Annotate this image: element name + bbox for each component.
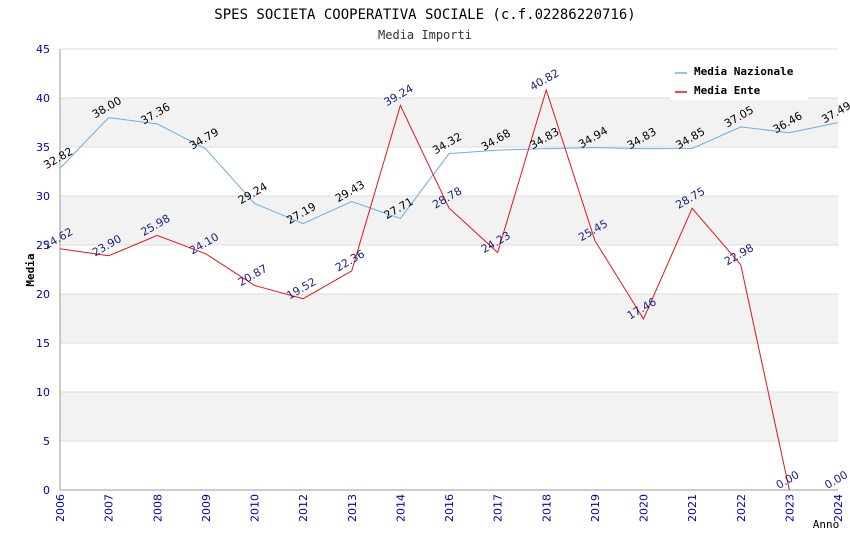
chart-title: SPES SOCIETA COOPERATIVA SOCIALE (c.f.02… — [214, 7, 635, 23]
y-axis-label: Media — [24, 253, 37, 286]
x-tick-labels: 2006 2007 2008 2009 2010 2012 2013 2014 2016 2017… — [54, 494, 845, 522]
x-tick-label: 2024 — [832, 494, 845, 522]
band-25-30 — [60, 196, 838, 245]
y-tick-label: 45 — [36, 43, 50, 56]
x-tick-label: 2020 — [638, 494, 651, 522]
series-line-media-nazionale — [59, 117, 839, 225]
x-tick-label: 2022 — [735, 494, 748, 522]
chart-subtitle: Media Importi — [378, 28, 472, 42]
y-tick-label: 30 — [36, 190, 50, 203]
y-tick-label: 0 — [43, 484, 50, 497]
data-label-media-ente: 0.00 — [774, 468, 802, 492]
gridlines — [60, 48, 838, 442]
x-tick-label: 2021 — [686, 494, 699, 522]
y-tick-label: 25 — [36, 239, 50, 252]
data-label-media-ente: 22.36 — [333, 247, 367, 274]
data-label-media-ente: 40.82 — [528, 66, 562, 93]
x-tick-label: 2016 — [443, 494, 456, 522]
x-tick-label: 2018 — [540, 494, 553, 522]
x-tick-label: 2006 — [54, 494, 67, 522]
x-tick-label: 2017 — [492, 494, 505, 522]
y-tick-label: 20 — [36, 288, 50, 301]
x-tick-label: 2019 — [589, 494, 602, 522]
axes — [59, 49, 838, 491]
x-tick-label: 2012 — [297, 494, 310, 522]
band-35-40 — [60, 98, 838, 147]
y-tick-label: 10 — [36, 386, 50, 399]
x-tick-label: 2013 — [346, 494, 359, 522]
y-tick-label: 5 — [43, 435, 50, 448]
series-line-media-ente — [59, 88, 790, 491]
legend-label-media-ente: Media Ente — [694, 84, 761, 97]
x-tick-label: 2007 — [103, 494, 116, 522]
x-tick-label: 2009 — [200, 494, 213, 522]
background-bands — [60, 98, 838, 441]
band-15-20 — [60, 294, 838, 343]
series-lines — [59, 88, 839, 491]
data-label-media-ente: 24.62 — [41, 225, 75, 252]
y-tick-label: 40 — [36, 92, 50, 105]
x-tick-label: 2008 — [151, 494, 164, 522]
y-tick-labels: 0 5 10 15 20 25 30 35 40 45 — [36, 43, 50, 497]
legend-box — [670, 60, 808, 100]
band-5-10 — [60, 392, 838, 441]
data-label-media-ente: 0.00 — [822, 468, 850, 492]
legend-label-media-nazionale: Media Nazionale — [694, 65, 794, 78]
x-tick-label: 2014 — [394, 494, 407, 522]
y-tick-label: 15 — [36, 337, 50, 350]
x-tick-label: 2010 — [249, 494, 262, 522]
legend: Media Nazionale Media Ente — [670, 60, 808, 100]
x-axis-label: Anno — [813, 518, 840, 531]
x-tick-label: 2023 — [783, 494, 796, 522]
y-tick-label: 35 — [36, 141, 50, 154]
